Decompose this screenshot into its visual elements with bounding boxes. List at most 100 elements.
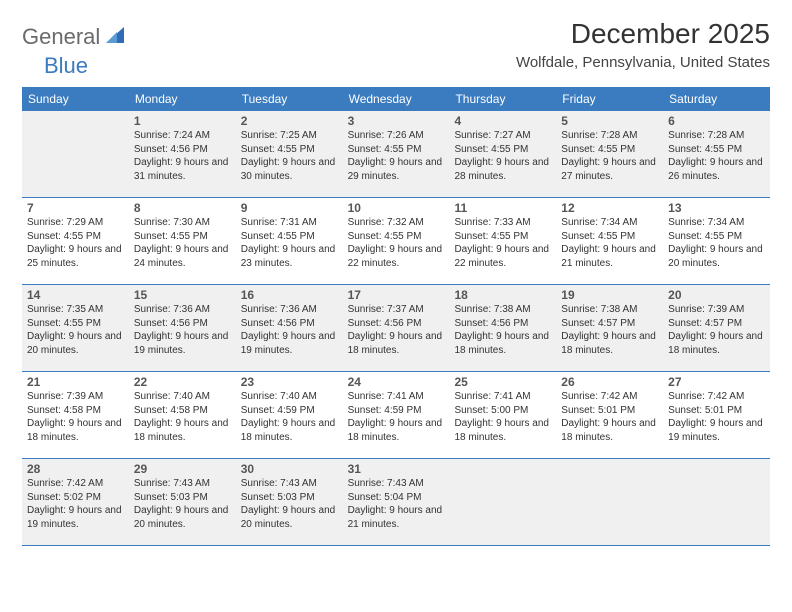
daylight-text: Daylight: 9 hours and 18 minutes. [561,330,658,357]
day-cell: 21Sunrise: 7:39 AMSunset: 4:58 PMDayligh… [22,372,129,458]
daylight-text: Daylight: 9 hours and 21 minutes. [561,243,658,270]
day-cell: 7Sunrise: 7:29 AMSunset: 4:55 PMDaylight… [22,198,129,284]
daylight-text: Daylight: 9 hours and 18 minutes. [668,330,765,357]
daylight-text: Daylight: 9 hours and 18 minutes. [241,417,338,444]
daylight-text: Daylight: 9 hours and 30 minutes. [241,156,338,183]
sunset-text: Sunset: 4:57 PM [561,317,658,331]
day-cell [22,111,129,197]
day-cell: 4Sunrise: 7:27 AMSunset: 4:55 PMDaylight… [449,111,556,197]
day-number: 17 [348,288,445,302]
day-info: Sunrise: 7:36 AMSunset: 4:56 PMDaylight:… [241,303,338,357]
daylight-text: Daylight: 9 hours and 21 minutes. [348,504,445,531]
dayhead-tuesday: Tuesday [236,87,343,111]
sunset-text: Sunset: 4:55 PM [241,143,338,157]
day-cell: 2Sunrise: 7:25 AMSunset: 4:55 PMDaylight… [236,111,343,197]
sunset-text: Sunset: 5:01 PM [668,404,765,418]
day-number: 8 [134,201,231,215]
day-cell: 15Sunrise: 7:36 AMSunset: 4:56 PMDayligh… [129,285,236,371]
day-number: 5 [561,114,658,128]
day-cell: 10Sunrise: 7:32 AMSunset: 4:55 PMDayligh… [343,198,450,284]
sunrise-text: Sunrise: 7:41 AM [454,390,551,404]
sunrise-text: Sunrise: 7:26 AM [348,129,445,143]
day-number: 16 [241,288,338,302]
sunset-text: Sunset: 4:55 PM [561,230,658,244]
day-cell: 12Sunrise: 7:34 AMSunset: 4:55 PMDayligh… [556,198,663,284]
day-number: 30 [241,462,338,476]
day-header-row: Sunday Monday Tuesday Wednesday Thursday… [22,87,770,111]
sunset-text: Sunset: 5:01 PM [561,404,658,418]
daylight-text: Daylight: 9 hours and 20 minutes. [668,243,765,270]
week-row: 1Sunrise: 7:24 AMSunset: 4:56 PMDaylight… [22,111,770,198]
day-cell [663,459,770,545]
sunrise-text: Sunrise: 7:41 AM [348,390,445,404]
day-cell: 16Sunrise: 7:36 AMSunset: 4:56 PMDayligh… [236,285,343,371]
daylight-text: Daylight: 9 hours and 23 minutes. [241,243,338,270]
sunset-text: Sunset: 4:56 PM [134,317,231,331]
sunset-text: Sunset: 5:04 PM [348,491,445,505]
day-number: 28 [27,462,124,476]
sunrise-text: Sunrise: 7:31 AM [241,216,338,230]
day-info: Sunrise: 7:39 AMSunset: 4:58 PMDaylight:… [27,390,124,444]
sunrise-text: Sunrise: 7:33 AM [454,216,551,230]
day-info: Sunrise: 7:38 AMSunset: 4:57 PMDaylight:… [561,303,658,357]
day-number: 6 [668,114,765,128]
logo: General [22,24,128,50]
logo-text-blue: Blue [44,53,88,79]
sunset-text: Sunset: 5:02 PM [27,491,124,505]
day-info: Sunrise: 7:36 AMSunset: 4:56 PMDaylight:… [134,303,231,357]
day-number: 9 [241,201,338,215]
dayhead-friday: Friday [556,87,663,111]
day-cell: 13Sunrise: 7:34 AMSunset: 4:55 PMDayligh… [663,198,770,284]
sunset-text: Sunset: 5:00 PM [454,404,551,418]
day-number: 25 [454,375,551,389]
day-number: 26 [561,375,658,389]
dayhead-wednesday: Wednesday [343,87,450,111]
sunrise-text: Sunrise: 7:36 AM [134,303,231,317]
daylight-text: Daylight: 9 hours and 22 minutes. [454,243,551,270]
day-number: 14 [27,288,124,302]
day-number: 21 [27,375,124,389]
location-text: Wolfdale, Pennsylvania, United States [516,54,770,71]
day-number: 1 [134,114,231,128]
day-info: Sunrise: 7:41 AMSunset: 5:00 PMDaylight:… [454,390,551,444]
daylight-text: Daylight: 9 hours and 20 minutes. [134,504,231,531]
day-info: Sunrise: 7:35 AMSunset: 4:55 PMDaylight:… [27,303,124,357]
day-cell: 3Sunrise: 7:26 AMSunset: 4:55 PMDaylight… [343,111,450,197]
daylight-text: Daylight: 9 hours and 19 minutes. [241,330,338,357]
sunset-text: Sunset: 5:03 PM [241,491,338,505]
day-number: 31 [348,462,445,476]
sunrise-text: Sunrise: 7:28 AM [668,129,765,143]
day-info: Sunrise: 7:29 AMSunset: 4:55 PMDaylight:… [27,216,124,270]
day-info: Sunrise: 7:34 AMSunset: 4:55 PMDaylight:… [668,216,765,270]
day-info: Sunrise: 7:32 AMSunset: 4:55 PMDaylight:… [348,216,445,270]
day-cell: 18Sunrise: 7:38 AMSunset: 4:56 PMDayligh… [449,285,556,371]
sunset-text: Sunset: 4:59 PM [348,404,445,418]
sunrise-text: Sunrise: 7:42 AM [668,390,765,404]
day-cell: 1Sunrise: 7:24 AMSunset: 4:56 PMDaylight… [129,111,236,197]
day-cell: 6Sunrise: 7:28 AMSunset: 4:55 PMDaylight… [663,111,770,197]
day-number: 15 [134,288,231,302]
sunrise-text: Sunrise: 7:39 AM [27,390,124,404]
sunrise-text: Sunrise: 7:43 AM [241,477,338,491]
sunset-text: Sunset: 4:55 PM [668,143,765,157]
sunset-text: Sunset: 5:03 PM [134,491,231,505]
day-cell: 27Sunrise: 7:42 AMSunset: 5:01 PMDayligh… [663,372,770,458]
week-row: 7Sunrise: 7:29 AMSunset: 4:55 PMDaylight… [22,198,770,285]
daylight-text: Daylight: 9 hours and 22 minutes. [348,243,445,270]
sunrise-text: Sunrise: 7:35 AM [27,303,124,317]
sunset-text: Sunset: 4:58 PM [27,404,124,418]
day-cell: 31Sunrise: 7:43 AMSunset: 5:04 PMDayligh… [343,459,450,545]
week-row: 14Sunrise: 7:35 AMSunset: 4:55 PMDayligh… [22,285,770,372]
daylight-text: Daylight: 9 hours and 28 minutes. [454,156,551,183]
sunset-text: Sunset: 4:56 PM [241,317,338,331]
day-info: Sunrise: 7:42 AMSunset: 5:01 PMDaylight:… [668,390,765,444]
day-number: 13 [668,201,765,215]
sunset-text: Sunset: 4:57 PM [668,317,765,331]
daylight-text: Daylight: 9 hours and 18 minutes. [348,330,445,357]
day-number: 23 [241,375,338,389]
day-cell: 20Sunrise: 7:39 AMSunset: 4:57 PMDayligh… [663,285,770,371]
day-info: Sunrise: 7:43 AMSunset: 5:03 PMDaylight:… [134,477,231,531]
daylight-text: Daylight: 9 hours and 24 minutes. [134,243,231,270]
sunset-text: Sunset: 4:55 PM [27,317,124,331]
sunrise-text: Sunrise: 7:27 AM [454,129,551,143]
